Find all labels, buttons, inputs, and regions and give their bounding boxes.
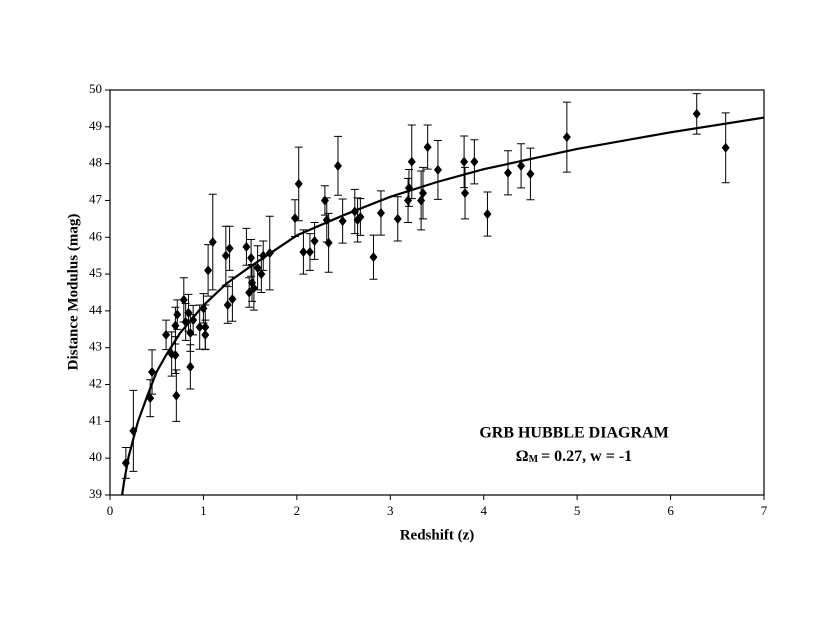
data-point xyxy=(245,287,254,298)
y-tick-label: 46 xyxy=(89,228,103,243)
data-point xyxy=(259,250,268,261)
data-point xyxy=(460,156,469,167)
data-point xyxy=(181,316,190,327)
data-point xyxy=(721,142,730,153)
plot-frame xyxy=(109,89,765,496)
x-tick-label: 0 xyxy=(107,503,114,518)
annotation-text: = 0.27, w = -1 xyxy=(541,448,632,465)
data-point xyxy=(310,235,319,246)
data-point xyxy=(320,195,329,206)
data-point xyxy=(223,300,232,311)
data-point xyxy=(208,237,217,248)
data-point xyxy=(195,322,204,333)
data-point xyxy=(333,160,342,171)
data-point xyxy=(257,269,266,280)
data-point xyxy=(162,329,171,340)
data-point xyxy=(221,250,230,261)
data-point xyxy=(146,393,155,404)
data-point xyxy=(179,294,188,305)
x-tick-label: 5 xyxy=(574,503,581,518)
data-point xyxy=(249,283,258,294)
data-point xyxy=(247,252,256,263)
data-point xyxy=(407,156,416,167)
data-point xyxy=(470,156,479,167)
data-point xyxy=(186,328,195,338)
model-curve xyxy=(121,116,765,496)
data-point xyxy=(423,142,432,153)
x-tick-label: 4 xyxy=(480,503,487,518)
data-point xyxy=(350,206,359,217)
data-point xyxy=(376,207,385,218)
x-tick-label: 3 xyxy=(387,503,394,518)
data-point xyxy=(204,265,213,276)
data-point xyxy=(171,350,180,361)
x-tick-label: 1 xyxy=(200,503,207,518)
data-point xyxy=(526,168,535,179)
data-point xyxy=(121,457,130,468)
data-point xyxy=(433,164,442,175)
data-point xyxy=(186,361,195,372)
data-point xyxy=(324,237,333,248)
y-tick-label: 42 xyxy=(89,376,102,391)
y-tick-label: 49 xyxy=(89,118,102,133)
data-point xyxy=(129,425,138,436)
data-point xyxy=(299,247,308,257)
y-tick-label: 47 xyxy=(89,191,103,206)
data-point xyxy=(294,178,303,189)
data-point xyxy=(393,213,402,224)
data-point xyxy=(404,182,413,193)
x-tick-label: 6 xyxy=(667,503,674,518)
data-point xyxy=(483,209,492,220)
x-tick-label: 2 xyxy=(294,503,301,518)
data-point xyxy=(242,241,251,252)
data-point xyxy=(148,367,157,378)
data-point xyxy=(172,390,181,401)
y-tick-label: 40 xyxy=(89,449,102,464)
x-tick-label: 7 xyxy=(761,503,768,518)
data-point xyxy=(404,195,413,206)
y-tick-label: 43 xyxy=(89,339,102,354)
y-tick-label: 50 xyxy=(89,81,102,96)
data-point xyxy=(305,247,314,257)
data-point xyxy=(369,252,378,263)
data-point xyxy=(265,248,274,259)
annotation-symbol: Ω xyxy=(516,448,529,465)
data-point xyxy=(517,160,526,171)
annotation-params: ΩM = 0.27, w = -1 xyxy=(516,448,632,466)
data-point xyxy=(356,212,365,223)
data-point xyxy=(173,309,182,320)
data-point xyxy=(189,315,198,326)
y-axis-label: Distance Modulus (mag) xyxy=(65,214,81,371)
y-tick-label: 45 xyxy=(89,265,102,280)
data-point xyxy=(692,108,701,119)
data-point xyxy=(504,167,513,178)
data-point xyxy=(461,188,470,199)
data-point xyxy=(418,188,427,199)
annotation-subscript: M xyxy=(529,454,539,465)
data-point xyxy=(225,243,234,254)
y-tick-label: 48 xyxy=(89,155,102,170)
data-point xyxy=(228,294,237,305)
annotation-title: GRB HUBBLE DIAGRAM xyxy=(479,425,668,442)
data-point xyxy=(201,322,210,333)
y-tick-label: 44 xyxy=(89,302,103,317)
data-point xyxy=(562,132,571,143)
y-tick-label: 41 xyxy=(89,412,102,427)
data-point xyxy=(338,216,347,227)
data-point xyxy=(417,195,426,206)
data-point xyxy=(290,213,299,224)
y-tick-label: 39 xyxy=(89,486,102,501)
x-axis-label: Redshift (z) xyxy=(400,527,475,543)
